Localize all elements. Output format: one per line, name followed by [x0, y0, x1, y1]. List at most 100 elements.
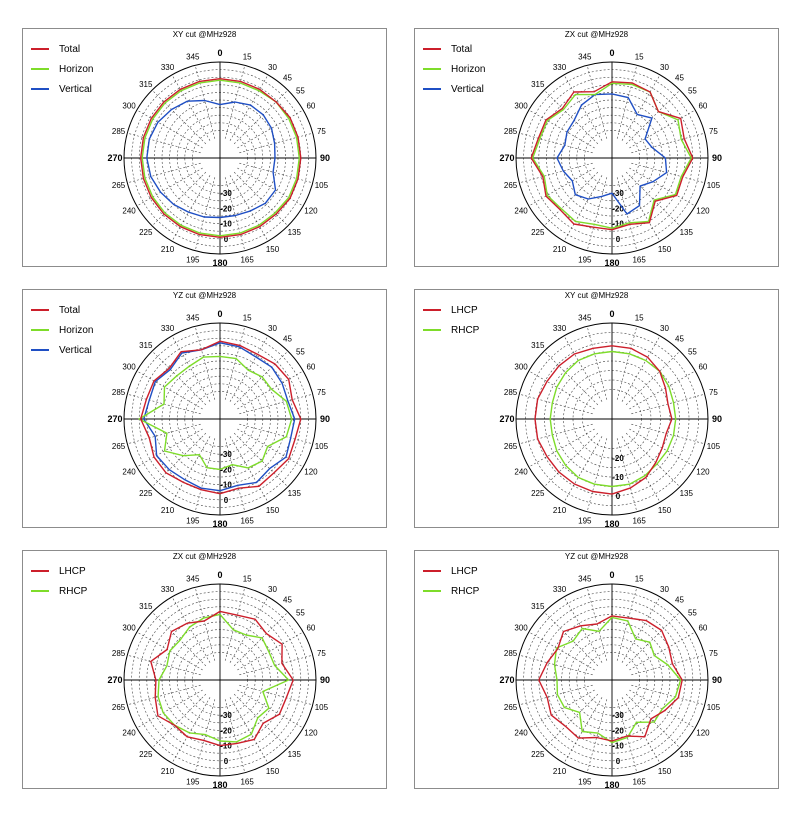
angle-label: 315 [139, 80, 153, 89]
angle-label: 135 [680, 750, 694, 759]
legend-label: LHCP [59, 565, 86, 577]
angle-label: 315 [139, 602, 153, 611]
radial-tick-label: -30 [220, 450, 232, 459]
legend-swatch [423, 48, 441, 50]
grid-spoke [224, 177, 246, 251]
angle-label: 195 [578, 777, 592, 786]
grid-spoke [519, 654, 593, 676]
series-line-total [139, 78, 302, 239]
grid-spoke [586, 326, 608, 400]
angle-label: 75 [709, 127, 718, 136]
grid-spoke [194, 65, 216, 139]
angle-label: 315 [531, 341, 545, 350]
legend-item: RHCP [423, 581, 479, 601]
grid-spoke [237, 689, 304, 729]
angle-label: 180 [212, 519, 227, 529]
legend-label: LHCP [451, 565, 478, 577]
legend-swatch [423, 88, 441, 90]
angle-label: 75 [709, 649, 718, 658]
grid-spoke [127, 654, 201, 676]
legend-swatch [31, 329, 49, 331]
angle-label: 270 [107, 153, 122, 163]
angle-label: 90 [320, 153, 330, 163]
angle-label: 195 [578, 255, 592, 264]
angle-label: 15 [635, 575, 644, 584]
angle-label: 15 [243, 314, 252, 323]
angle-label: 90 [712, 153, 722, 163]
legend-item: RHCP [31, 581, 87, 601]
grid-spoke [127, 684, 201, 706]
legend-swatch [31, 590, 49, 592]
angle-label: 55 [296, 87, 305, 96]
legend-swatch [31, 570, 49, 572]
grid-spoke [171, 175, 211, 242]
angle-label: 105 [315, 703, 329, 712]
grid-spoke [519, 393, 593, 415]
grid-spoke [239, 132, 313, 154]
angle-label: 135 [680, 489, 694, 498]
legend-item: Total [31, 39, 93, 59]
grid-spoke [127, 423, 201, 445]
legend-swatch [423, 309, 441, 311]
angle-label: 15 [243, 53, 252, 62]
grid-spoke [151, 89, 207, 145]
angle-label: 165 [632, 777, 646, 786]
angle-label: 120 [696, 207, 710, 216]
angle-label: 300 [514, 102, 528, 111]
grid-spoke [625, 350, 681, 406]
angle-label: 75 [317, 388, 326, 397]
grid-spoke [237, 631, 304, 671]
legend-item: Vertical [31, 79, 93, 99]
grid-spoke [621, 436, 661, 503]
radial-tick-label: -10 [220, 220, 232, 229]
grid-spoke [237, 167, 304, 207]
radial-tick-label: -20 [220, 465, 232, 474]
grid-spoke [127, 132, 201, 154]
angle-label: 225 [531, 489, 545, 498]
angle-label: 15 [635, 314, 644, 323]
radial-tick-label: -30 [220, 711, 232, 720]
chart-title: YZ cut @MHz928 [564, 552, 629, 561]
angle-label: 180 [212, 780, 227, 790]
grid-spoke [586, 699, 608, 773]
series-line-horizon [138, 355, 293, 471]
angle-label: 135 [288, 489, 302, 498]
legend-label: Horizon [451, 63, 486, 75]
angle-label: 150 [658, 245, 672, 254]
series-line-horizon [141, 79, 300, 237]
legend-label: Total [451, 43, 473, 55]
grid-spoke [239, 162, 313, 184]
legend-label: Vertical [451, 83, 484, 95]
grid-spoke [233, 89, 289, 145]
legend: Total Horizon Vertical [423, 39, 485, 99]
angle-label: 105 [707, 703, 721, 712]
chart-title: XY cut @MHz928 [172, 30, 237, 39]
angle-label: 225 [531, 750, 545, 759]
radial-tick-label: 0 [224, 496, 229, 505]
grid-spoke [136, 109, 203, 149]
grid-spoke [224, 699, 246, 773]
grid-spoke [233, 171, 289, 227]
angle-label: 285 [112, 127, 126, 136]
angle-label: 225 [139, 228, 153, 237]
angle-label: 30 [660, 63, 669, 72]
legend-item: Vertical [31, 340, 93, 360]
angle-label: 120 [304, 207, 318, 216]
angle-label: 270 [499, 675, 514, 685]
angle-label: 210 [161, 767, 175, 776]
grid-spoke [528, 167, 595, 207]
chart-panel-zx-cut: 0 15 30 45 55 60 75 90 105 120 135 150 165 180 195 210 2… [414, 28, 779, 268]
radial-tick-label: -20 [220, 204, 232, 213]
legend-label: RHCP [451, 324, 480, 336]
legend-item: Horizon [31, 320, 93, 340]
angle-label: 330 [553, 63, 567, 72]
angle-label: 120 [304, 729, 318, 738]
angle-label: 45 [675, 596, 684, 605]
angle-label: 240 [514, 468, 528, 477]
angle-label: 55 [688, 609, 697, 618]
